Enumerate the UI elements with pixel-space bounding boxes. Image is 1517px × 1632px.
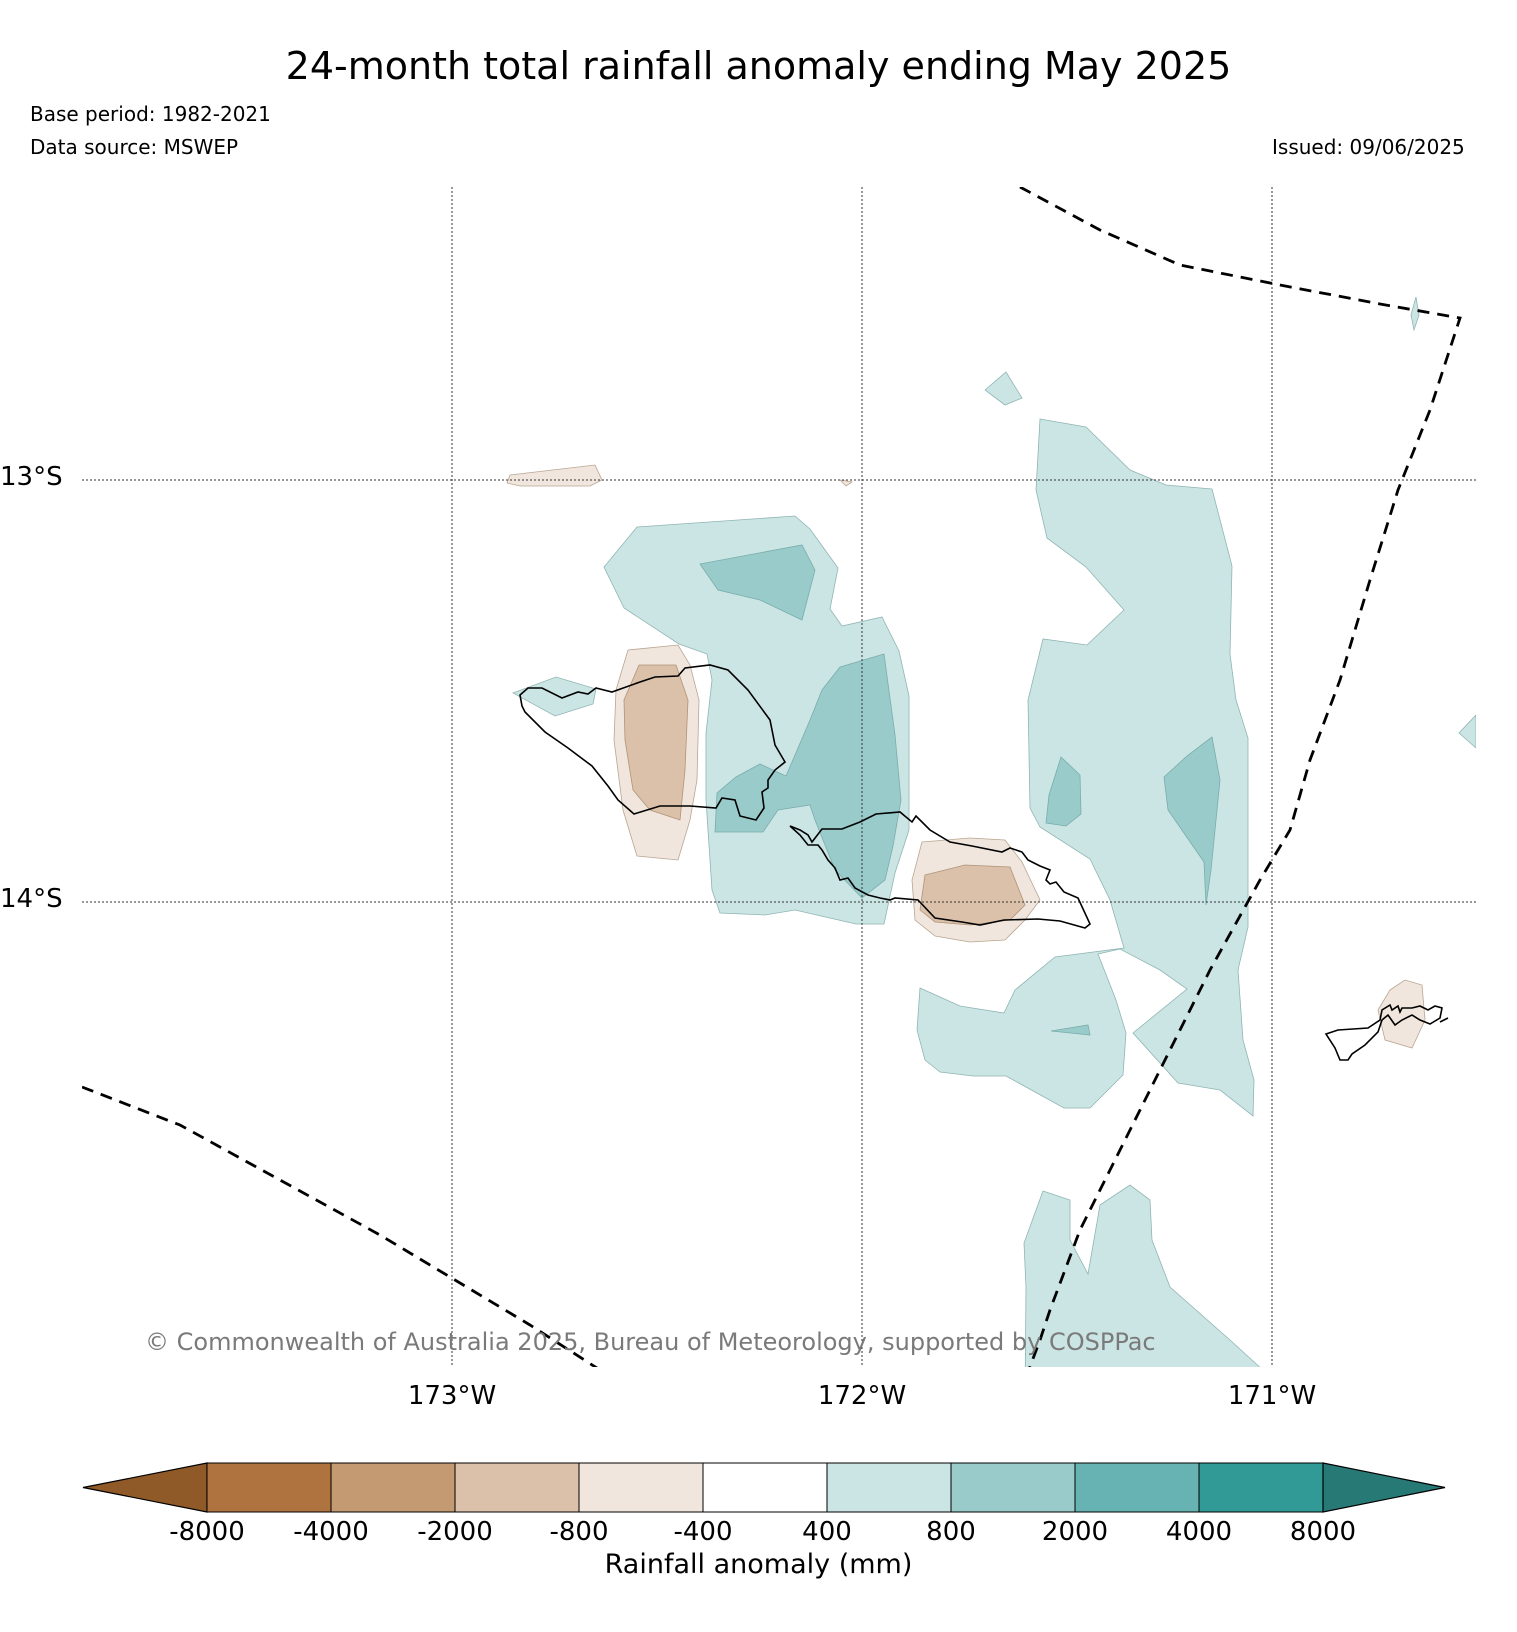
anomaly-region [513, 677, 596, 716]
colorbar-tick-label: -2000 [395, 1517, 515, 1547]
colorbar-tick-label: 8000 [1263, 1517, 1383, 1547]
colorbar-segment [1199, 1463, 1323, 1512]
anomaly-region [1024, 1185, 1265, 1400]
colorbar-tick-label: -8000 [147, 1517, 267, 1547]
colorbar-tick-label: 800 [891, 1517, 1011, 1547]
anomaly-region [920, 865, 1025, 925]
colorbar-segment [703, 1463, 827, 1512]
lat-tick-13s: 13°S [0, 462, 63, 492]
anomaly-region [985, 372, 1022, 405]
map-plot-area [82, 187, 1476, 1400]
colorbar-tick-label: -800 [519, 1517, 639, 1547]
lon-tick-172w: 172°W [792, 1381, 932, 1411]
colorbar-tick-label: 4000 [1139, 1517, 1259, 1547]
colorbar-segment [951, 1463, 1075, 1512]
colorbar-tick-label: 2000 [1015, 1517, 1135, 1547]
colorbar-segment [331, 1463, 455, 1512]
colorbar-tick-label: -4000 [271, 1517, 391, 1547]
colorbar-segment [827, 1463, 951, 1512]
colorbar-tick-label: 400 [767, 1517, 887, 1547]
anomaly-region [1411, 297, 1419, 330]
colorbar-tick-label: -400 [643, 1517, 763, 1547]
colorbar-segment [455, 1463, 579, 1512]
colorbar-segment [579, 1463, 703, 1512]
copyright-notice: © Commonwealth of Australia 2025, Bureau… [145, 1328, 1156, 1356]
colorbar-extend-low [83, 1463, 207, 1512]
anomaly-region [840, 480, 852, 486]
lat-tick-14s: 14°S [0, 884, 63, 914]
lon-tick-171w: 171°W [1202, 1381, 1342, 1411]
anomaly-region [1459, 715, 1476, 748]
colorbar-title: Rainfall anomaly (mm) [0, 1549, 1517, 1580]
anomaly-region [1378, 980, 1425, 1048]
colorbar [83, 1463, 1445, 1512]
colorbar-segment [1075, 1463, 1199, 1512]
colorbar-segment [207, 1463, 331, 1512]
anomaly-region [507, 465, 602, 486]
lon-tick-173w: 173°W [382, 1381, 522, 1411]
coastline-islet [1440, 1018, 1448, 1022]
colorbar-extend-high [1323, 1463, 1445, 1512]
